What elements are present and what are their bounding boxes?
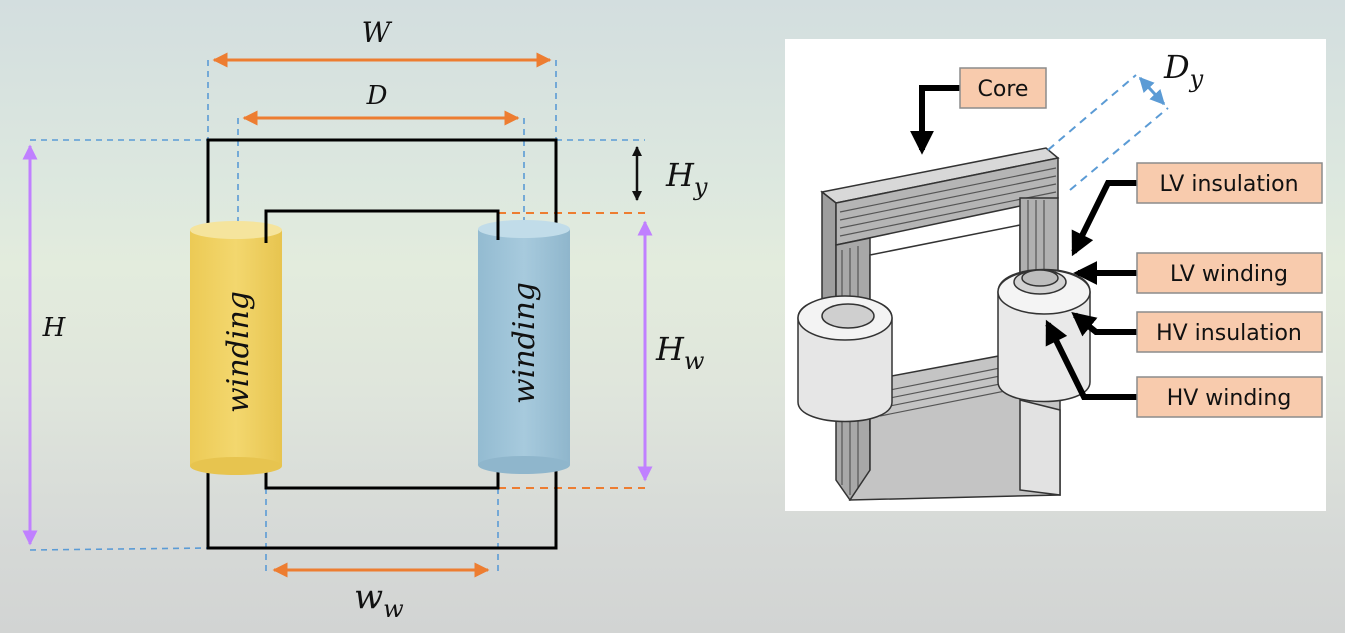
lv-insulation-pointer [1071, 180, 1137, 257]
label-hw: Hw [655, 330, 705, 375]
callout-lv-winding: LV winding [1136, 252, 1323, 294]
svg-text:HV winding: HV winding [1167, 386, 1292, 411]
callout-hv-winding: HV winding [1136, 376, 1323, 418]
depth-dy-arrow [1138, 76, 1166, 106]
left-winding: winding [190, 221, 282, 475]
core-schematic: winding winding W D H Hy Hw ww [22, 16, 708, 623]
depth-guide-top [1047, 74, 1137, 151]
transformer-drawing [797, 147, 1091, 501]
label-h: H [42, 313, 67, 343]
hv-insulation-pointer [1071, 311, 1137, 337]
callout-lv-insulation: LV insulation [1136, 162, 1323, 204]
svg-text:HV insulation: HV insulation [1156, 321, 1302, 346]
hv-winding-pointer [1045, 319, 1137, 400]
label-ww: ww [354, 577, 404, 623]
label-dy: Dy [1163, 48, 1204, 93]
core-pointer [910, 85, 960, 155]
callout-core: Core [959, 67, 1047, 109]
label-d: D [366, 81, 388, 111]
right-winding-label: winding [507, 282, 542, 404]
guide-h-bottom [29, 547, 209, 551]
core-window-outline [264, 209, 500, 490]
transformer-illustration: Dy Core LV insulation LV winding HV insu… [785, 39, 1326, 511]
guide-lines [29, 60, 645, 572]
left-winding-label: winding [221, 291, 256, 413]
svg-text:LV winding: LV winding [1170, 262, 1288, 287]
label-hy: Hy [665, 156, 708, 201]
callout-hv-insulation: HV insulation [1136, 311, 1323, 353]
right-winding: winding [478, 220, 570, 474]
svg-text:LV insulation: LV insulation [1159, 172, 1298, 197]
label-w: W [362, 16, 393, 49]
depth-guide-bottom [1069, 107, 1169, 191]
svg-text:Core: Core [978, 77, 1029, 102]
